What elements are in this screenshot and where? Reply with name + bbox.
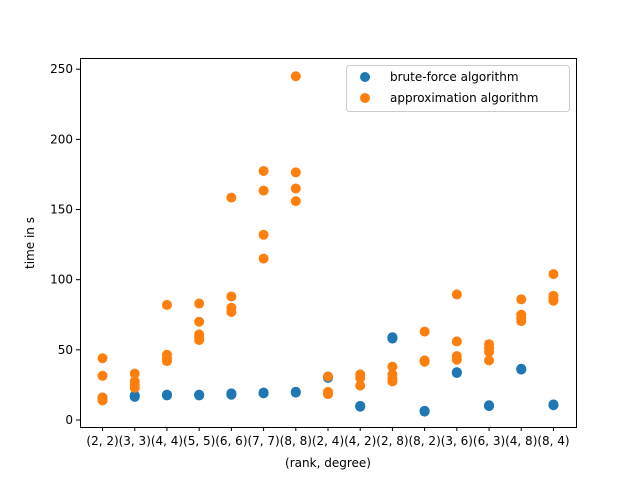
- y-axis-label: time in s: [23, 217, 37, 269]
- y-tick-label: 200: [50, 132, 73, 146]
- data-point: [548, 295, 559, 306]
- data-point: [194, 298, 205, 309]
- data-point: [129, 382, 140, 393]
- data-point: [355, 380, 366, 391]
- x-tick-label: (7, 7): [247, 434, 279, 448]
- data-point: [548, 269, 559, 280]
- data-point: [387, 361, 398, 372]
- plot-area: [97, 71, 559, 417]
- data-point: [419, 326, 430, 337]
- data-point: [161, 389, 172, 400]
- legend: brute-force algorithm approximation algo…: [346, 65, 570, 112]
- x-tick-label: (4, 8): [505, 434, 537, 448]
- data-point: [516, 363, 527, 374]
- data-point: [355, 400, 366, 411]
- y-tick-label: 100: [50, 273, 73, 287]
- data-point: [97, 370, 108, 381]
- data-point: [419, 356, 430, 367]
- data-point: [290, 71, 301, 82]
- data-point: [258, 387, 269, 398]
- x-tick-label: (6, 6): [215, 434, 247, 448]
- x-tick-label: (5, 5): [183, 434, 215, 448]
- x-tick-label: (2, 8): [376, 434, 408, 448]
- data-point: [451, 289, 462, 300]
- data-point: [387, 332, 398, 343]
- x-tick-label: (8, 4): [537, 434, 569, 448]
- data-point: [355, 372, 366, 383]
- y-tick-label: 50: [58, 343, 73, 357]
- data-point: [161, 356, 172, 367]
- y-tick-label: 0: [65, 413, 73, 427]
- data-point: [97, 395, 108, 406]
- data-point: [129, 368, 140, 379]
- data-point: [516, 316, 527, 327]
- x-tick-label: (4, 4): [151, 434, 183, 448]
- x-tick-label: (2, 4): [312, 434, 344, 448]
- data-point: [258, 165, 269, 176]
- x-tick-label: (3, 3): [119, 434, 151, 448]
- data-point: [194, 389, 205, 400]
- data-point: [290, 196, 301, 207]
- data-point: [516, 294, 527, 305]
- data-point: [258, 253, 269, 264]
- x-axis: (2, 2) (3, 3) (4, 4) (5, 5) (6, 6) (7, 7) (8, …: [86, 427, 570, 448]
- data-point: [161, 299, 172, 310]
- x-tick-label: (2, 2): [86, 434, 118, 448]
- data-point: [484, 355, 495, 366]
- data-point: [548, 399, 559, 410]
- data-point: [194, 335, 205, 346]
- data-point: [290, 183, 301, 194]
- data-point: [451, 336, 462, 347]
- data-point: [451, 367, 462, 378]
- data-point: [323, 371, 333, 382]
- data-point: [258, 229, 269, 240]
- data-point: [484, 400, 495, 411]
- x-tick-label: (8, 8): [280, 434, 312, 448]
- legend-box: [346, 65, 570, 112]
- data-point: [194, 316, 205, 327]
- data-point: [419, 405, 430, 416]
- series-approximation: [97, 71, 559, 406]
- data-point: [323, 389, 333, 400]
- legend-marker-brute-force: [360, 72, 370, 82]
- data-point: [97, 353, 108, 364]
- data-point: [484, 346, 495, 357]
- data-point: [226, 192, 237, 203]
- x-axis-label: (rank, degree): [285, 456, 371, 470]
- data-point: [226, 291, 237, 302]
- data-point: [226, 388, 237, 399]
- data-point: [129, 390, 140, 401]
- legend-label-brute-force: brute-force algorithm: [390, 70, 519, 84]
- data-point: [226, 306, 237, 317]
- data-point: [290, 386, 301, 397]
- data-point: [387, 376, 398, 387]
- x-tick-label: (4, 2): [344, 434, 376, 448]
- data-point: [258, 185, 269, 196]
- x-tick-label: (3, 6): [441, 434, 473, 448]
- legend-label-approximation: approximation algorithm: [390, 91, 538, 105]
- data-point: [290, 167, 301, 178]
- x-tick-label: (8, 2): [408, 434, 440, 448]
- y-axis: 0 50 100 150 200 250: [50, 62, 80, 427]
- legend-marker-approximation: [360, 93, 370, 103]
- y-tick-label: 150: [50, 203, 73, 217]
- y-tick-label: 250: [50, 62, 73, 76]
- data-point: [451, 354, 462, 365]
- x-tick-label: (6, 3): [473, 434, 505, 448]
